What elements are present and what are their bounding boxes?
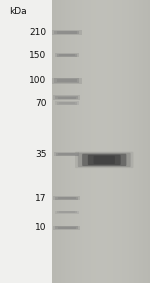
- Bar: [52, 0, 150, 283]
- Text: kDa: kDa: [9, 7, 27, 16]
- Bar: [54, 31, 80, 34]
- FancyBboxPatch shape: [78, 153, 131, 167]
- Bar: [55, 211, 79, 214]
- Text: 150: 150: [29, 51, 46, 60]
- Bar: [55, 226, 78, 229]
- Text: 10: 10: [35, 223, 46, 232]
- Bar: [58, 197, 75, 199]
- Bar: [58, 227, 75, 229]
- Bar: [52, 78, 82, 84]
- Text: 17: 17: [35, 194, 46, 203]
- Text: 210: 210: [29, 28, 46, 37]
- Bar: [57, 53, 77, 57]
- Bar: [55, 196, 78, 200]
- Bar: [57, 211, 77, 213]
- Text: 35: 35: [35, 150, 46, 159]
- Bar: [53, 95, 80, 100]
- Bar: [55, 101, 79, 105]
- Bar: [54, 78, 80, 83]
- Bar: [59, 102, 75, 104]
- Bar: [55, 96, 78, 99]
- Bar: [58, 97, 75, 99]
- FancyBboxPatch shape: [88, 155, 121, 165]
- Bar: [57, 31, 76, 34]
- FancyBboxPatch shape: [82, 154, 126, 166]
- Bar: [57, 102, 77, 105]
- Text: 70: 70: [35, 99, 46, 108]
- Text: 100: 100: [29, 76, 46, 85]
- Bar: [53, 226, 80, 230]
- Bar: [53, 196, 80, 200]
- Bar: [54, 152, 80, 156]
- Bar: [57, 79, 76, 82]
- Bar: [55, 53, 79, 57]
- Bar: [52, 30, 82, 35]
- FancyBboxPatch shape: [94, 156, 115, 164]
- Bar: [56, 153, 78, 156]
- Bar: [58, 153, 75, 155]
- Bar: [59, 211, 75, 213]
- FancyBboxPatch shape: [75, 152, 134, 168]
- Bar: [59, 54, 75, 56]
